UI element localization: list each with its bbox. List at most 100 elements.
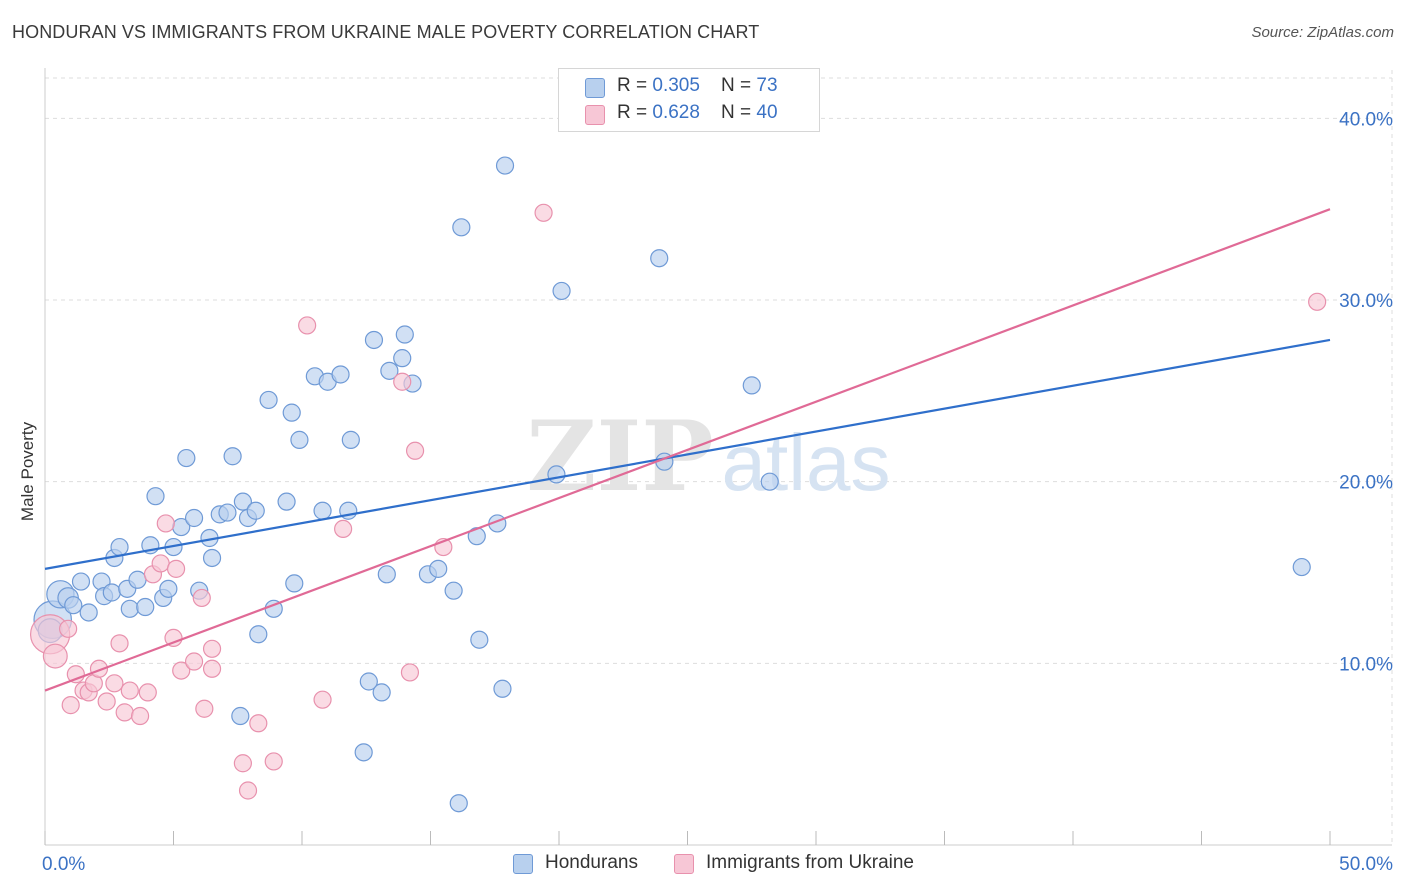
honduran-point bbox=[246, 501, 265, 520]
ukraine-point bbox=[42, 643, 68, 669]
ukraine-point bbox=[166, 559, 186, 578]
source-label: Source: ZipAtlas.com bbox=[1251, 24, 1394, 41]
legend-swatch-blue bbox=[585, 78, 605, 98]
legend-r-value: 0.305 bbox=[652, 75, 700, 96]
ukraine-point bbox=[405, 441, 425, 460]
honduran-point bbox=[650, 249, 669, 268]
y-axis-title: Male Poverty bbox=[18, 421, 37, 521]
grid-lines bbox=[45, 70, 1393, 845]
ukraine-point bbox=[172, 661, 191, 680]
honduran-point bbox=[177, 448, 196, 468]
ukraine-point bbox=[120, 681, 139, 700]
legend-n-value: 73 bbox=[756, 75, 778, 96]
honduran-point bbox=[354, 743, 373, 762]
honduran-point bbox=[495, 156, 515, 175]
honduran-point bbox=[470, 630, 489, 649]
ukraine-point bbox=[164, 628, 183, 648]
honduran-point bbox=[449, 794, 468, 813]
ukraine-point bbox=[59, 619, 78, 638]
watermark-zip: ZIP bbox=[526, 400, 713, 513]
ukraine-point bbox=[138, 683, 157, 702]
legend-text-blue: R = 0.305 N = 73 bbox=[617, 75, 778, 97]
ukraine-point bbox=[184, 652, 204, 671]
honduran-point bbox=[233, 492, 252, 511]
bottom-legend-swatch-blue bbox=[513, 854, 533, 874]
hondurans-trend-line bbox=[44, 338, 1331, 570]
honduran-point bbox=[341, 430, 360, 449]
bottom-legend-label-ukraine: Immigrants from Ukraine bbox=[706, 852, 914, 873]
ukraine-point bbox=[97, 692, 116, 711]
honduran-point bbox=[102, 583, 121, 602]
honduran-point bbox=[202, 548, 222, 568]
honduran-point bbox=[377, 565, 396, 584]
trend-lines bbox=[44, 208, 1331, 692]
honduran-point bbox=[313, 501, 332, 520]
ukraine-point bbox=[151, 554, 170, 573]
honduran-point bbox=[452, 218, 471, 237]
honduran-point bbox=[223, 447, 242, 466]
honduran-point bbox=[395, 325, 414, 344]
legend-n-label: N = bbox=[721, 102, 757, 123]
bottom-legend-label-hondurans: Hondurans bbox=[545, 852, 638, 873]
honduran-point bbox=[285, 574, 304, 593]
ukraine-point bbox=[334, 519, 353, 539]
ukraine-point bbox=[192, 588, 211, 608]
ukraine-point bbox=[298, 316, 317, 335]
y-tick-label: 10.0% bbox=[1339, 654, 1393, 675]
honduran-point bbox=[231, 706, 250, 726]
legend-r-value: 0.628 bbox=[652, 102, 700, 123]
honduran-point bbox=[159, 579, 178, 598]
bottom-legend-swatch-pink bbox=[674, 854, 694, 874]
honduran-point bbox=[493, 679, 512, 698]
honduran-point bbox=[290, 430, 309, 449]
ukraine-trend-line bbox=[44, 208, 1331, 692]
honduran-point bbox=[547, 465, 566, 484]
ukraine-point bbox=[249, 714, 268, 733]
honduran-point bbox=[71, 572, 91, 591]
legend-r-label: R = bbox=[617, 75, 653, 96]
honduran-point bbox=[444, 581, 463, 600]
honduran-point bbox=[393, 349, 412, 368]
legend-n-value: 40 bbox=[756, 102, 778, 123]
ukraine-point bbox=[313, 690, 332, 709]
ukraine-point bbox=[534, 203, 553, 222]
ukraine-point bbox=[202, 659, 222, 678]
ukraine-point bbox=[115, 703, 134, 722]
ukraine-point bbox=[61, 696, 80, 715]
ukraine-point bbox=[130, 706, 150, 726]
honduran-point bbox=[742, 376, 761, 395]
honduran-point bbox=[146, 487, 165, 506]
honduran-point bbox=[380, 361, 399, 380]
legend-text-pink: R = 0.628 N = 40 bbox=[617, 102, 778, 124]
honduran-point bbox=[120, 599, 139, 618]
y-tick-label: 30.0% bbox=[1339, 291, 1393, 312]
honduran-point bbox=[110, 537, 129, 557]
ukraine-point bbox=[393, 372, 412, 391]
legend-n-label: N = bbox=[721, 75, 757, 96]
honduran-point bbox=[429, 559, 448, 578]
honduran-point bbox=[282, 403, 301, 422]
honduran-point bbox=[760, 472, 779, 491]
legend-swatch-pink bbox=[585, 105, 605, 125]
honduran-point bbox=[249, 625, 268, 644]
ukraine-point bbox=[1308, 292, 1327, 311]
honduran-point bbox=[277, 492, 296, 511]
honduran-point bbox=[359, 672, 378, 691]
honduran-point bbox=[259, 390, 278, 410]
honduran-point bbox=[79, 603, 98, 622]
honduran-point bbox=[136, 597, 155, 617]
honduran-point bbox=[128, 570, 147, 589]
honduran-point bbox=[218, 503, 237, 522]
ukraine-point bbox=[233, 754, 252, 773]
ukraine-point bbox=[400, 663, 420, 682]
legend: R = 0.305 N = 73 R = 0.628 N = 40 bbox=[558, 68, 820, 132]
ukraine-point bbox=[156, 514, 175, 533]
honduran-point bbox=[552, 281, 571, 301]
honduran-point bbox=[331, 365, 350, 384]
x-tick-label-min: 0.0% bbox=[42, 854, 85, 875]
honduran-point bbox=[364, 330, 384, 350]
y-tick-label: 40.0% bbox=[1339, 109, 1393, 130]
ukraine-point bbox=[195, 699, 214, 718]
legend-r-label: R = bbox=[617, 102, 653, 123]
